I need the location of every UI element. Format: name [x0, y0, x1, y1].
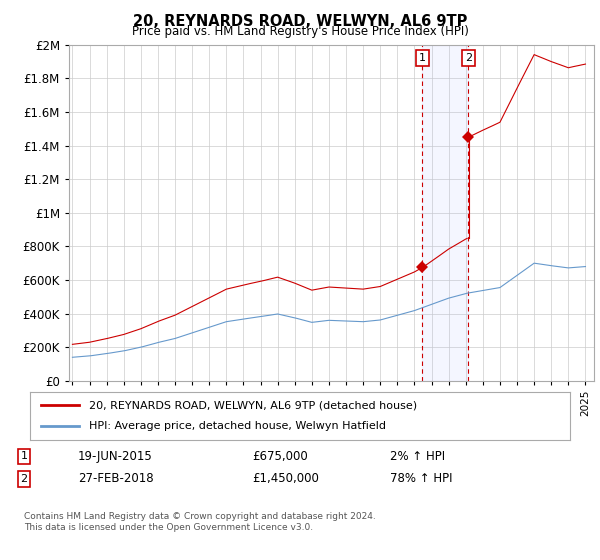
- Text: HPI: Average price, detached house, Welwyn Hatfield: HPI: Average price, detached house, Welw…: [89, 421, 386, 431]
- Text: 78% ↑ HPI: 78% ↑ HPI: [390, 472, 452, 486]
- Text: 20, REYNARDS ROAD, WELWYN, AL6 9TP: 20, REYNARDS ROAD, WELWYN, AL6 9TP: [133, 14, 467, 29]
- Text: 2: 2: [20, 474, 28, 484]
- Text: 19-JUN-2015: 19-JUN-2015: [78, 450, 153, 463]
- Text: £1,450,000: £1,450,000: [252, 472, 319, 486]
- Text: 27-FEB-2018: 27-FEB-2018: [78, 472, 154, 486]
- Text: 2: 2: [465, 53, 472, 63]
- Bar: [422, 45, 469, 381]
- Text: Price paid vs. HM Land Registry's House Price Index (HPI): Price paid vs. HM Land Registry's House …: [131, 25, 469, 38]
- Text: 20, REYNARDS ROAD, WELWYN, AL6 9TP (detached house): 20, REYNARDS ROAD, WELWYN, AL6 9TP (deta…: [89, 400, 418, 410]
- Text: 1: 1: [20, 451, 28, 461]
- Text: Contains HM Land Registry data © Crown copyright and database right 2024.
This d: Contains HM Land Registry data © Crown c…: [24, 512, 376, 532]
- Text: £675,000: £675,000: [252, 450, 308, 463]
- Text: 2% ↑ HPI: 2% ↑ HPI: [390, 450, 445, 463]
- Text: 1: 1: [419, 53, 426, 63]
